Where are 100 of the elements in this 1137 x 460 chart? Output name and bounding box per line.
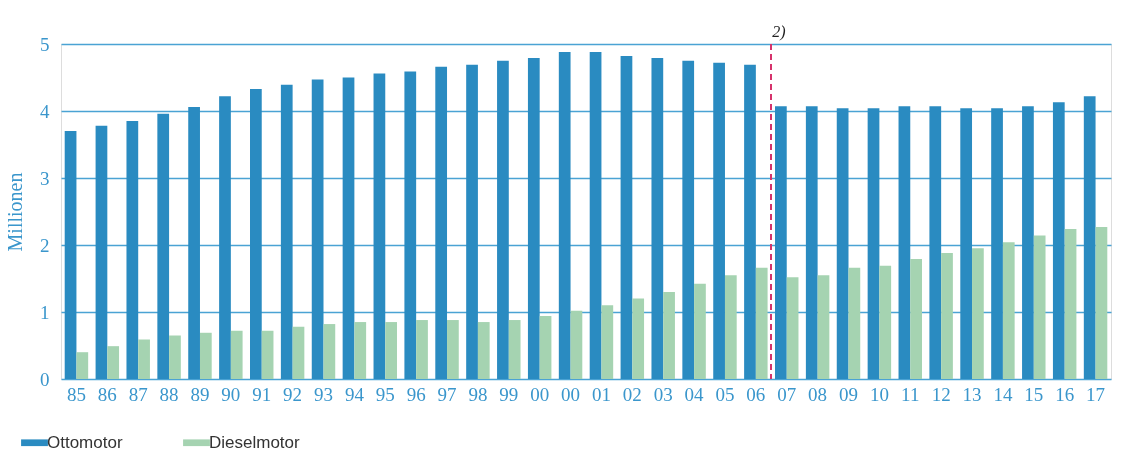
bar — [292, 326, 305, 379]
bar — [1022, 106, 1034, 379]
bar — [570, 310, 583, 379]
bar — [836, 108, 849, 379]
bar — [651, 58, 664, 379]
y-tick-label: 4 — [40, 100, 50, 122]
bar — [188, 106, 200, 379]
bar — [1002, 242, 1015, 379]
x-tick-label: 06 — [746, 383, 766, 405]
legend-label: Ottomotor — [47, 432, 123, 452]
x-tick-label: 15 — [1024, 383, 1044, 405]
y-tick-label: 1 — [40, 301, 50, 323]
x-tick-label: 08 — [808, 383, 828, 405]
bar — [342, 77, 355, 379]
bar — [620, 56, 633, 379]
y-axis-title: Millionen — [4, 172, 26, 252]
x-tick-label: 13 — [962, 383, 982, 405]
x-tick-label: 89 — [190, 383, 210, 405]
bar — [1052, 102, 1065, 379]
x-tick-label: 95 — [375, 383, 395, 405]
bar — [261, 330, 274, 379]
x-tick-label: 91 — [252, 383, 272, 405]
bar — [941, 253, 953, 379]
bar — [775, 106, 787, 379]
bar — [250, 88, 262, 379]
y-tick-label: 3 — [40, 167, 50, 189]
x-tick-label: 03 — [653, 383, 673, 405]
bar — [694, 283, 706, 379]
bar — [199, 332, 212, 379]
bar — [558, 52, 571, 379]
bar — [76, 352, 89, 379]
x-tick-label: 86 — [97, 383, 117, 405]
bar — [354, 322, 367, 379]
bar — [755, 267, 768, 379]
bar — [64, 131, 77, 379]
bar — [910, 259, 922, 379]
bar — [477, 322, 490, 379]
bar — [867, 108, 880, 379]
bar — [404, 71, 417, 379]
bar — [95, 125, 108, 379]
x-tick-label: 99 — [499, 383, 519, 405]
x-tick-label: 16 — [1055, 383, 1075, 405]
bar — [323, 324, 336, 379]
bar — [230, 330, 243, 379]
bar — [539, 316, 552, 379]
bar — [219, 96, 231, 379]
bar — [416, 320, 428, 379]
x-tick-label: 87 — [128, 383, 148, 405]
bar — [527, 58, 540, 379]
bar — [805, 106, 818, 379]
bar — [126, 121, 139, 379]
x-tick-label: 14 — [993, 383, 1013, 405]
bar — [682, 60, 695, 379]
bar — [724, 275, 737, 379]
bar — [898, 106, 911, 379]
x-tick-label: 90 — [221, 383, 241, 405]
y-tick-label: 2 — [40, 234, 50, 256]
bar — [508, 320, 521, 379]
bar — [991, 108, 1003, 379]
bar — [663, 291, 675, 379]
bar — [466, 64, 478, 379]
bar — [848, 267, 861, 379]
bar — [1083, 96, 1096, 379]
x-tick-label: 97 — [437, 383, 457, 405]
ref-line-label: 2) — [772, 23, 786, 41]
x-tick-label: 94 — [344, 383, 365, 405]
x-tick-label: 93 — [314, 383, 333, 405]
legend-label: Dieselmotor — [209, 432, 301, 452]
bar — [169, 335, 181, 379]
x-tick-label: 88 — [159, 383, 179, 405]
bar — [632, 298, 645, 379]
bar — [138, 339, 150, 379]
bar — [786, 277, 799, 379]
bar — [107, 346, 120, 379]
bar — [589, 52, 602, 379]
x-tick-label: 98 — [468, 383, 488, 405]
x-tick-label: 09 — [839, 383, 858, 405]
x-tick-label: 00 — [561, 383, 581, 405]
bar — [1064, 228, 1077, 379]
bar — [601, 305, 614, 379]
x-tick-label: 11 — [901, 383, 920, 405]
bar — [280, 84, 293, 379]
bar — [373, 73, 386, 379]
x-tick-label: 12 — [931, 383, 951, 405]
x-tick-label: 85 — [66, 383, 86, 405]
x-tick-label: 01 — [591, 383, 611, 405]
bar — [929, 106, 942, 379]
bar — [1095, 226, 1108, 379]
x-tick-label: 04 — [684, 383, 705, 405]
bar — [817, 275, 830, 379]
bar — [713, 62, 725, 379]
bar — [972, 248, 984, 379]
x-tick-label: 92 — [283, 383, 303, 405]
bar — [1033, 235, 1046, 379]
bar — [744, 64, 756, 379]
y-tick-label: 0 — [40, 368, 50, 390]
bar — [879, 265, 892, 379]
bar — [435, 66, 448, 379]
bar — [447, 320, 459, 379]
x-tick-label: 17 — [1086, 383, 1106, 405]
